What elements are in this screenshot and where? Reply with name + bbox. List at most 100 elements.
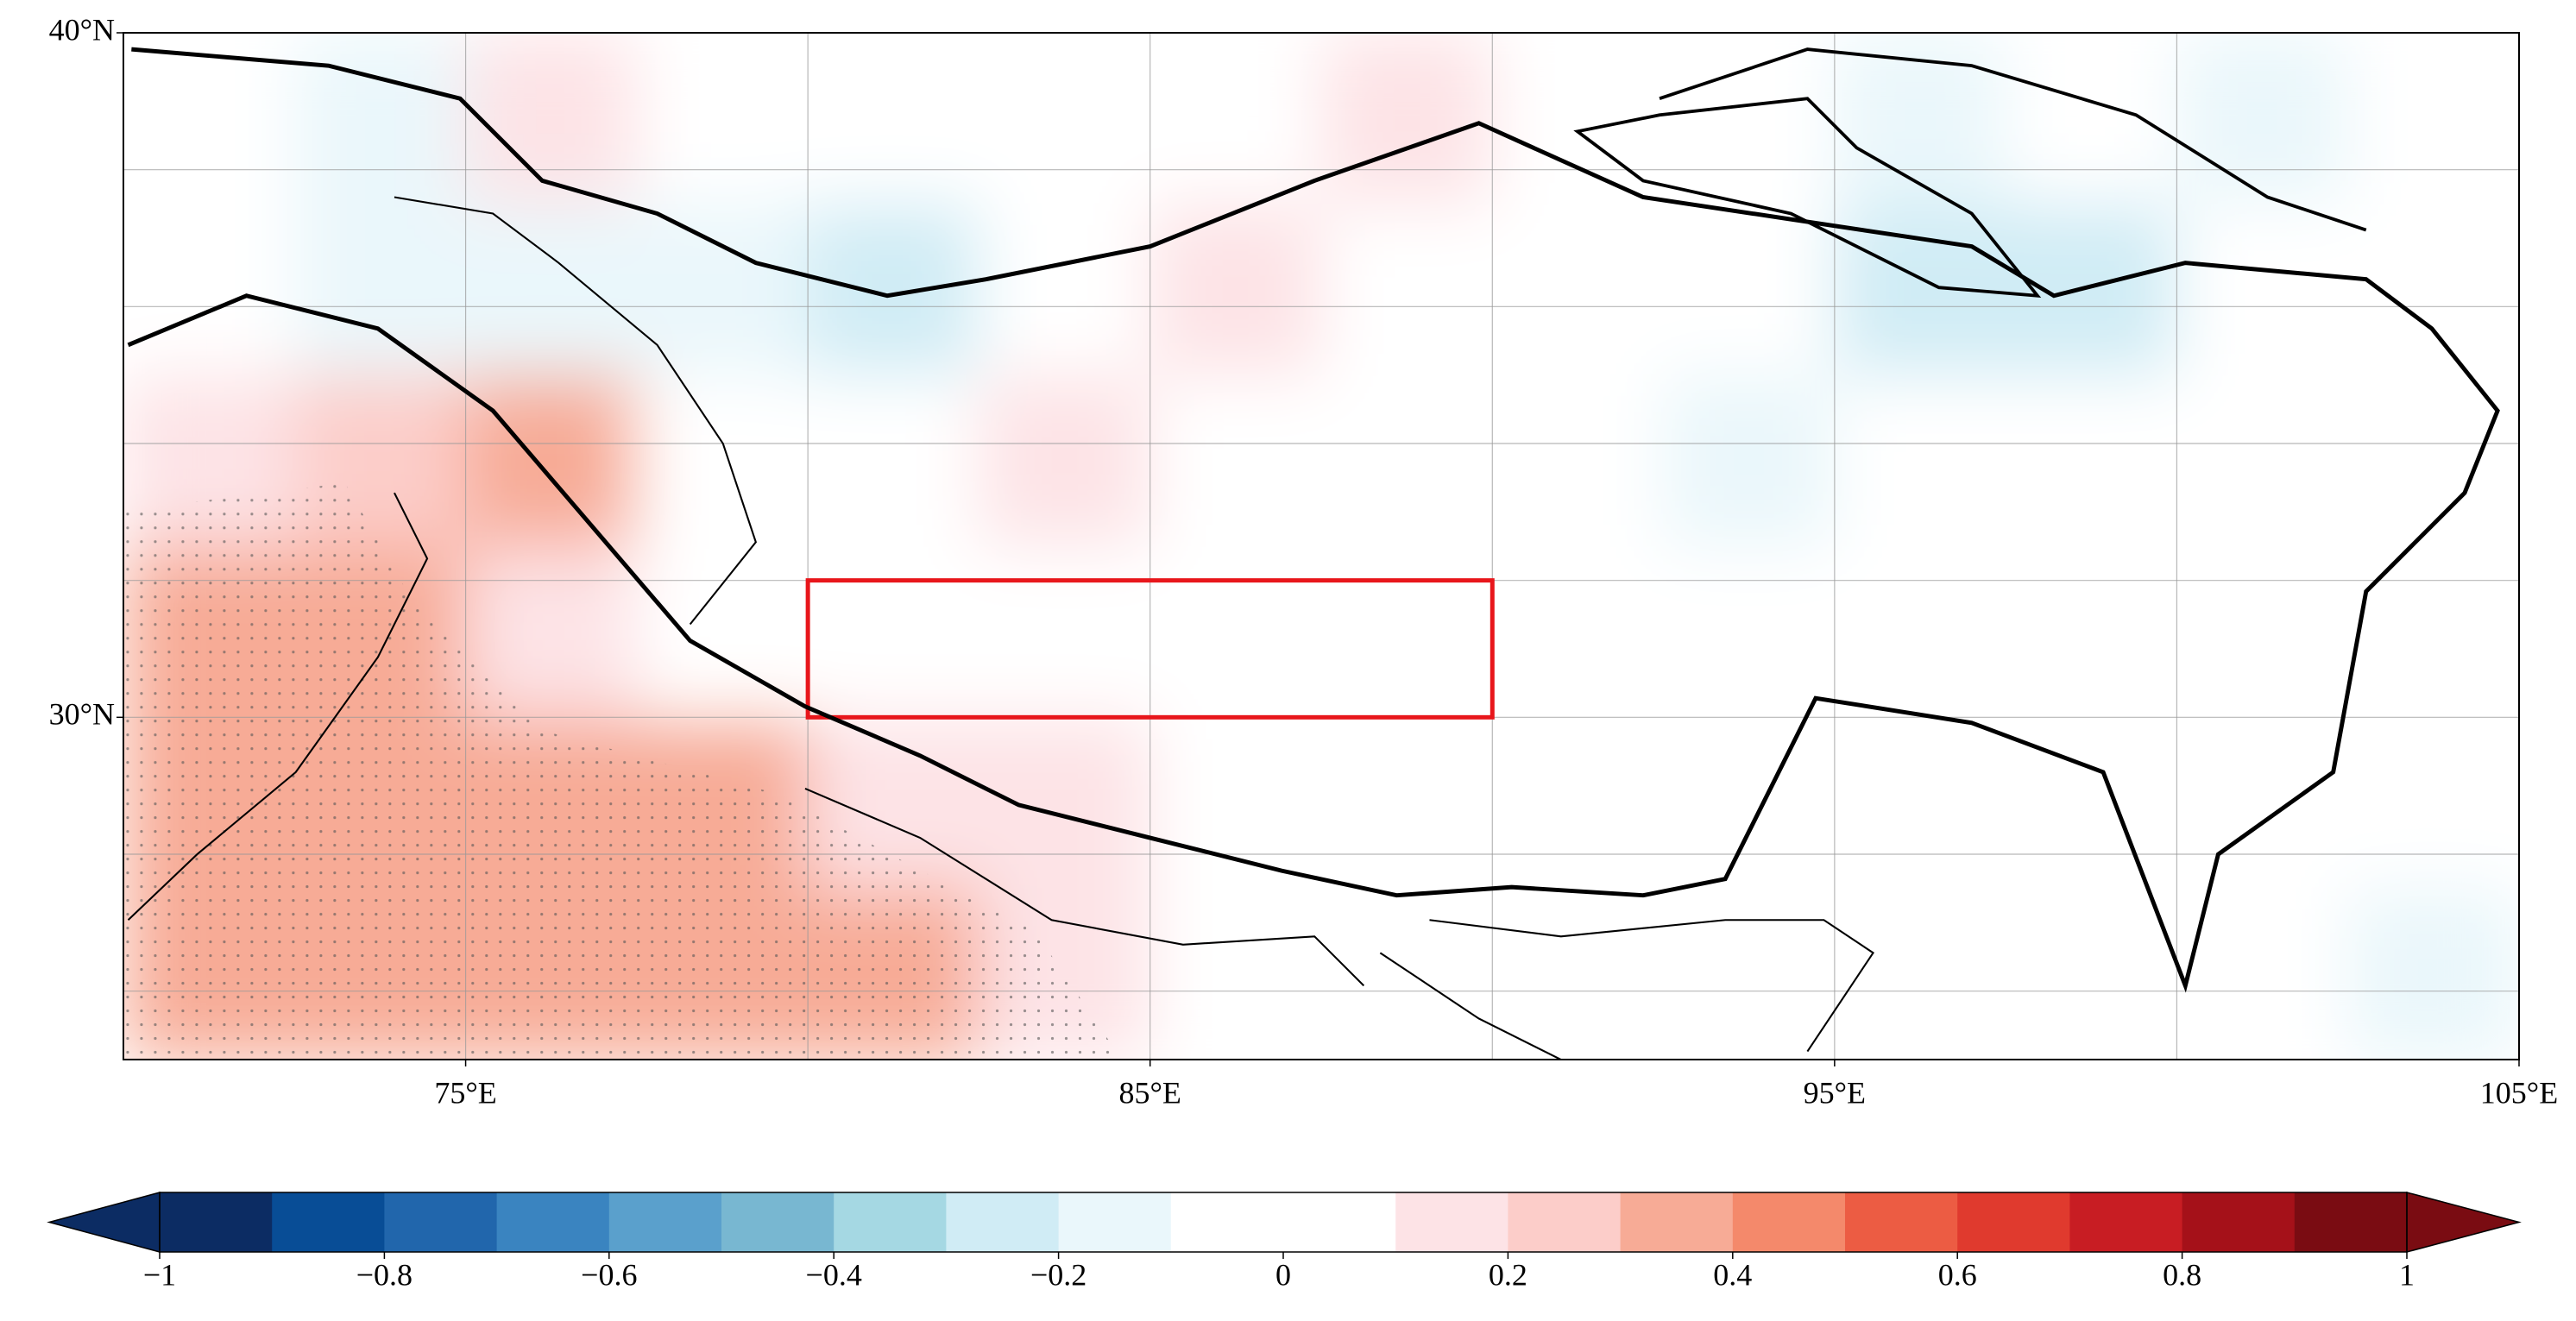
colorbar-tick-label: 0.8 bbox=[2163, 1257, 2201, 1292]
field-cell bbox=[1663, 546, 1836, 719]
x-tick-label: 95°E bbox=[1804, 1075, 1866, 1110]
field-cell bbox=[1321, 888, 1494, 1060]
field-cell bbox=[1321, 33, 1494, 205]
coastlines bbox=[123, 47, 2500, 1060]
field-cell bbox=[1834, 546, 2007, 719]
field-cell bbox=[1149, 204, 1322, 376]
borders bbox=[127, 196, 1875, 1060]
field-cell bbox=[1663, 717, 1836, 890]
field-cell bbox=[1149, 374, 1322, 547]
field-cell bbox=[1834, 888, 2007, 1060]
field-cell bbox=[1663, 33, 1836, 205]
colorbar-cell bbox=[1058, 1192, 1172, 1252]
field-cell bbox=[465, 374, 638, 547]
colorbar-cell bbox=[496, 1192, 610, 1252]
colorbar-cell bbox=[1620, 1192, 1734, 1252]
field-cell bbox=[1663, 204, 1836, 376]
colorbar-tick-label: 0.2 bbox=[1489, 1257, 1527, 1292]
field-cell bbox=[1492, 374, 1665, 547]
field-cell bbox=[1492, 888, 1665, 1060]
stipple-area bbox=[123, 482, 1122, 1060]
y-tick-label: 30°N bbox=[49, 697, 115, 732]
x-tick-label: 75°E bbox=[434, 1075, 496, 1110]
field-cell bbox=[1321, 546, 1494, 719]
field-cell bbox=[979, 33, 1151, 205]
field-cell bbox=[1149, 717, 1322, 890]
colorbar-cell bbox=[160, 1192, 273, 1252]
field-cell bbox=[123, 33, 296, 205]
field-cell bbox=[1321, 204, 1494, 376]
field-cell bbox=[808, 204, 980, 376]
plateau-outline bbox=[127, 47, 2500, 993]
field-cell bbox=[979, 546, 1151, 719]
border bbox=[394, 196, 758, 626]
colorbar-tick-label: 0.4 bbox=[1713, 1257, 1752, 1292]
colorbar-cell bbox=[1957, 1192, 2070, 1252]
colorbar-tick-label: −0.8 bbox=[356, 1257, 413, 1292]
field-cell bbox=[808, 546, 980, 719]
colorbar-cell bbox=[2294, 1192, 2408, 1252]
border bbox=[1379, 952, 1562, 1060]
colorbar: −1 −0.8 −0.6 −0.4 −0.2 0 0.2 0.4 0.6 0.8 1 bbox=[47, 1192, 2522, 1292]
labels: 75°E 85°E 95°E 105°E 30°N 40°N bbox=[49, 12, 2559, 1110]
border bbox=[127, 492, 429, 921]
colorbar-tick-label: −1 bbox=[143, 1257, 176, 1292]
field-cell bbox=[294, 204, 467, 376]
y-tick-label: 40°N bbox=[49, 12, 115, 47]
field-cell bbox=[1492, 204, 1665, 376]
field-cell bbox=[2347, 33, 2519, 205]
colorbar-extend bbox=[47, 1192, 161, 1253]
map-features bbox=[123, 47, 2500, 1060]
colorbar-cell bbox=[1170, 1192, 1284, 1252]
field-cell bbox=[2347, 546, 2519, 719]
colorbar-cell bbox=[2182, 1192, 2296, 1252]
field-cell bbox=[2347, 717, 2519, 890]
field-cell bbox=[2006, 546, 2178, 719]
field-cell bbox=[465, 204, 638, 376]
field-cell bbox=[1663, 374, 1836, 547]
field-cell bbox=[123, 204, 296, 376]
field-cell bbox=[2176, 546, 2349, 719]
field-cell bbox=[636, 204, 809, 376]
field-cell bbox=[1149, 888, 1322, 1060]
colorbar-cell bbox=[1508, 1192, 1622, 1252]
colorbar-tick-label: 0 bbox=[1275, 1257, 1291, 1292]
field-cell bbox=[2006, 33, 2178, 205]
field-cell bbox=[979, 204, 1151, 376]
lake-outline bbox=[1573, 97, 2042, 298]
colorbar-cell bbox=[1283, 1192, 1396, 1252]
field-cell bbox=[1834, 33, 2007, 205]
field-cell bbox=[2176, 204, 2349, 376]
field-cell bbox=[2347, 204, 2519, 376]
field-cell bbox=[2176, 33, 2349, 205]
field-cell bbox=[2347, 888, 2519, 1060]
colorbar-cell bbox=[946, 1192, 1060, 1252]
field-cell bbox=[2176, 888, 2349, 1060]
field-cell bbox=[636, 33, 809, 205]
colorbar-cell bbox=[1732, 1192, 1846, 1252]
x-tick-label: 85°E bbox=[1119, 1075, 1181, 1110]
colorbar-cell bbox=[834, 1192, 947, 1252]
field-cell bbox=[465, 33, 638, 205]
colorbar-extend bbox=[2406, 1192, 2522, 1253]
colorbar-tick-label: −0.4 bbox=[806, 1257, 862, 1292]
field-cell bbox=[2006, 374, 2178, 547]
field-cell bbox=[1492, 717, 1665, 890]
field-cell bbox=[1663, 888, 1836, 1060]
field-cell bbox=[636, 546, 809, 719]
field-cell bbox=[2176, 374, 2349, 547]
colorbar-cell bbox=[608, 1192, 722, 1252]
colorbar-cell bbox=[384, 1192, 498, 1252]
map-frame bbox=[123, 32, 2520, 1060]
colorbar-tick-label: −0.2 bbox=[1030, 1257, 1086, 1292]
field-cell bbox=[2176, 717, 2349, 890]
colorbar-tick-label: −0.6 bbox=[581, 1257, 637, 1292]
field-cell bbox=[294, 33, 467, 205]
border bbox=[804, 787, 1365, 987]
colorbar-cell bbox=[2069, 1192, 2183, 1252]
field-cell bbox=[808, 33, 980, 205]
colorbar-tick-label: 0.6 bbox=[1938, 1257, 1977, 1292]
border bbox=[1429, 919, 1875, 1053]
field-cell bbox=[1149, 546, 1322, 719]
